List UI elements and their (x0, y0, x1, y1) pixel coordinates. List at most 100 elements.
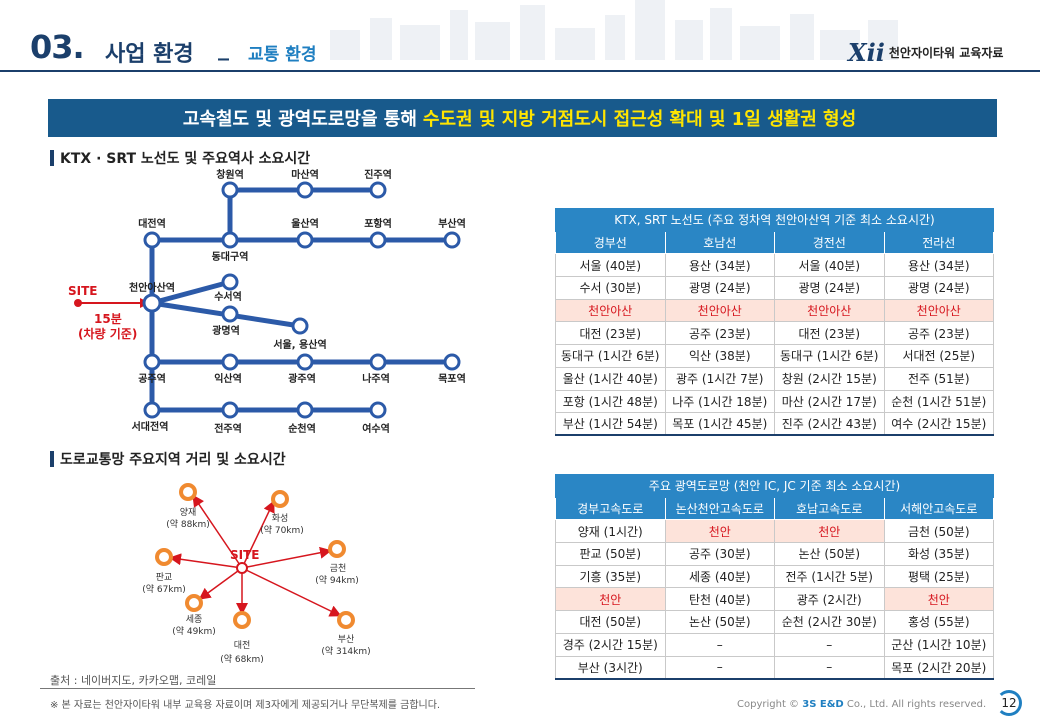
table-cell: 익산 (38분) (664, 344, 775, 368)
station-label-yeosu: 여수역 (362, 422, 390, 435)
table-row: 판교 (50분) 공주 (30분) 논산 (50분) 화성 (35분) (555, 542, 994, 566)
road-node-pangyo (155, 548, 173, 566)
road-node-busan (337, 611, 355, 629)
table-cell: 공주 (23분) (883, 321, 994, 346)
road-node-geumcheon (328, 540, 346, 558)
road-place-busan: 부산 (338, 634, 355, 645)
table-cell: 광명 (24분) (664, 276, 775, 300)
station-node-gwangju (296, 353, 314, 371)
station-label-cheonan-asan: 천안아산역 (129, 281, 175, 294)
station-label-iksan: 익산역 (214, 372, 242, 385)
table-cell: – (774, 655, 885, 680)
rail-col-header: 전라선 (883, 231, 994, 255)
station-label-daejeon: 대전역 (138, 217, 166, 230)
heading-bar-icon (50, 150, 54, 166)
arrow-to-hwaseong (241, 500, 275, 569)
station-label-seodaejeon: 서대전역 (132, 420, 169, 433)
station-node-ulsan (296, 231, 314, 249)
table-cell: 화성 (35분) (883, 542, 994, 566)
road-node-yangjae (179, 483, 197, 501)
station-node-masan (296, 181, 314, 199)
station-node-mokpo (443, 353, 461, 371)
road-col-header: 경부고속도로 (555, 497, 666, 521)
rail-table-title: KTX, SRT 노선도 (주요 정차역 천안아산역 기준 최소 소요시간) (555, 208, 994, 232)
table-cell: 목포 (1시간 45분) (664, 412, 775, 437)
table-cell: 순천 (2시간 30분) (774, 610, 885, 634)
table-cell: 논산 (50분) (664, 610, 775, 634)
road-place-yangjae: 양재 (180, 507, 197, 518)
road-dist-hwaseong: (약 70km) (260, 524, 304, 536)
station-node-suncheon (296, 401, 314, 419)
road-node-daejeon (233, 611, 251, 629)
station-node-changwon (221, 181, 239, 199)
road-place-geumcheon: 금천 (330, 563, 347, 574)
station-label-jinju: 진주역 (364, 168, 392, 181)
rail-col-header: 경부선 (555, 231, 666, 255)
table-cell: 수서 (30분) (555, 276, 666, 300)
table-cell: 천안 (664, 519, 775, 544)
road-table-body: 양재 (1시간) 천안 천안 금천 (50분) 판교 (50분) 공주 (30분) 논산 (… (555, 519, 994, 680)
arrow-to-yangjae (192, 494, 243, 569)
station-label-naju: 나주역 (362, 372, 390, 385)
station-node-seoul (291, 317, 309, 335)
table-cell: 군산 (1시간 10분) (883, 632, 994, 657)
title-separator: _ (218, 36, 229, 61)
table-cell: 용산 (34분) (664, 253, 775, 278)
table-cell: 서대전 (25분) (883, 344, 994, 368)
road-col-header: 논산천안고속도로 (664, 497, 775, 521)
station-label-mokpo: 목포역 (438, 372, 466, 385)
table-cell: 서울 (40분) (774, 253, 885, 278)
header-divider (0, 70, 1040, 72)
road-site-label: SITE (230, 548, 260, 562)
station-label-jeonju: 전주역 (214, 422, 242, 435)
table-row: 양재 (1시간) 천안 천안 금천 (50분) (555, 519, 994, 544)
banner-text: 고속철도 및 광역도로망을 통해 (182, 109, 417, 130)
road-dist-daejeon: (약 68km) (220, 653, 264, 665)
table-cell: 탄천 (40분) (664, 587, 775, 612)
station-label-masan: 마산역 (291, 168, 319, 181)
station-node-daejeon (143, 231, 161, 249)
arrow-to-busan (241, 567, 342, 617)
rail-col-header: 호남선 (664, 231, 775, 255)
station-node-yeosu (369, 401, 387, 419)
logo-text: 천안자이타워 교육자료 (888, 46, 1004, 60)
copyright-brand: 3S E&D (802, 699, 844, 710)
table-cell: 평택 (25분) (883, 564, 994, 589)
table-cell: 광주 (1시간 7분) (664, 366, 775, 391)
section-number: 03. (30, 28, 85, 66)
station-node-suseo (221, 273, 239, 291)
table-row: 대전 (50분) 논산 (50분) 순천 (2시간 30분) 홍성 (55분) (555, 610, 994, 634)
table-cell: 천안아산 (555, 298, 666, 323)
table-row: 울산 (1시간 40분) 광주 (1시간 7분) 창원 (2시간 15분) 전주 (5… (555, 366, 994, 391)
station-label-pohang: 포항역 (364, 217, 392, 230)
table-cell: 부산 (1시간 54분) (555, 412, 666, 437)
road-distance-map: SITE 양재 (약 88km) 화성 (약 70km) 금천 (약 94km)… (142, 483, 371, 665)
table-cell: 마산 (2시간 17분) (774, 389, 885, 414)
station-label-seoul-yongsan: 서울, 용산역 (273, 338, 326, 351)
road-place-sejong: 세종 (186, 614, 203, 625)
footer-divider (40, 688, 475, 689)
disclaimer-text: ※ 본 자료는 천안자이타워 내부 교육용 자료이며 제3자에게 제공되거나 무… (50, 700, 441, 711)
table-row: 동대구 (1시간 6분) 익산 (38분) 동대구 (1시간 6분) 서대전 (25분… (555, 344, 994, 368)
rail-time-table: KTX, SRT 노선도 (주요 정차역 천안아산역 기준 최소 소요시간) 경… (555, 208, 994, 437)
road-section-heading: 도로교통망 주요지역 거리 및 소요시간 (50, 449, 286, 469)
table-cell: 창원 (2시간 15분) (774, 366, 885, 391)
rail-table-body: 서울 (40분) 용산 (34분) 서울 (40분) 용산 (34분) 수서 (30분)… (555, 253, 994, 437)
table-cell: 양재 (1시간) (555, 519, 666, 544)
station-label-gwangju: 광주역 (288, 372, 316, 385)
copyright-suffix: Co., Ltd. All rights reserved. (846, 699, 987, 710)
city-skyline-decoration (330, 0, 898, 60)
station-label-busan: 부산역 (438, 217, 466, 230)
rail-section-heading: KTX · SRT 노선도 및 주요역사 소요시간 (50, 148, 310, 168)
table-row: 서울 (40분) 용산 (34분) 서울 (40분) 용산 (34분) (555, 253, 994, 278)
road-node-hwaseong (271, 490, 289, 508)
road-col-header: 서해안고속도로 (883, 497, 994, 521)
table-cell: 공주 (23분) (664, 321, 775, 346)
table-cell: 진주 (2시간 43분) (774, 412, 885, 437)
table-cell: 기흥 (35분) (555, 564, 666, 589)
copyright-text: Copyright © 3S E&D Co., Ltd. All rights … (737, 699, 986, 710)
copyright-prefix: Copyright © (737, 699, 800, 710)
road-node-sejong (185, 594, 203, 612)
table-cell: 목포 (2시간 20분) (883, 655, 994, 680)
rail-col-header: 경전선 (774, 231, 885, 255)
